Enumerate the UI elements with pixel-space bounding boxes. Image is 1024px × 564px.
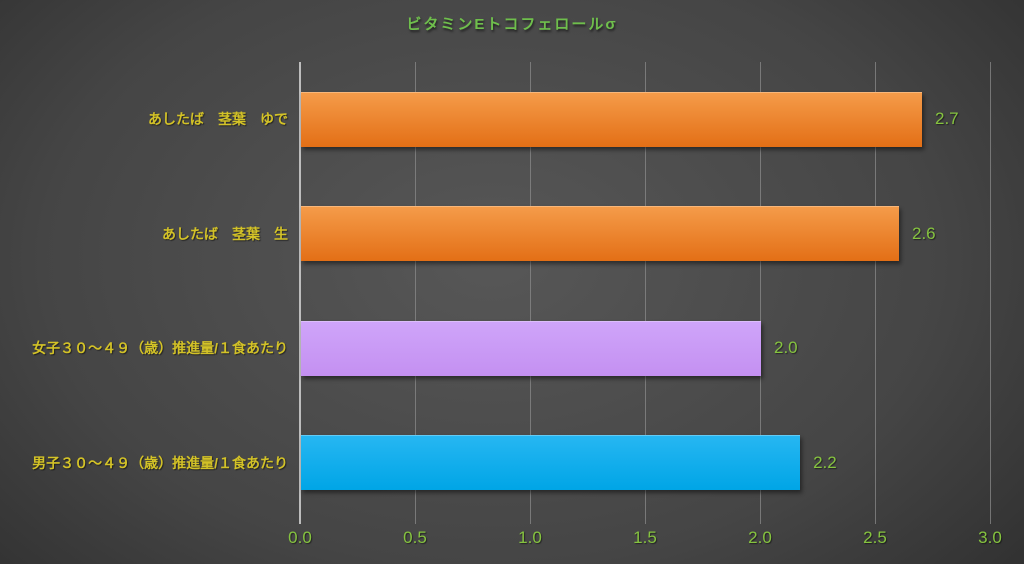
- data-label: 2.6: [912, 223, 936, 243]
- data-label: 2.0: [774, 338, 798, 358]
- gridline: [530, 62, 531, 524]
- gridline: [415, 62, 416, 524]
- y-axis-line: [299, 62, 301, 524]
- x-tick-label: 2.5: [863, 528, 887, 547]
- gridline: [875, 62, 876, 524]
- bar-row: 2.0: [301, 320, 1024, 376]
- gridline: [645, 62, 646, 524]
- category-axis: あしたば 茎葉 ゆで あしたば 茎葉 生 女子３０〜４９（歳）推進量/１食あたり…: [0, 62, 288, 520]
- bar-ashitaba-yude: [301, 91, 922, 147]
- chart-title: ビタミンEトコフェロールσ: [406, 16, 618, 33]
- x-axis: 0.0 0.5 1.0 1.5 2.0 2.5 3.0: [288, 528, 1002, 552]
- x-tick-label: 1.0: [518, 528, 542, 547]
- category-label: 女子３０〜４９（歳）推進量/１食あたり: [32, 340, 288, 357]
- bar-female-recommended: [301, 320, 761, 376]
- gridline: [760, 62, 761, 524]
- bar-row: 2.6: [301, 206, 1024, 262]
- category-label: あしたば 茎葉 生: [162, 225, 288, 242]
- x-tick-label: 2.0: [748, 528, 772, 547]
- bar-row: 2.7: [301, 91, 1024, 147]
- data-label: 2.2: [813, 452, 837, 472]
- category-label: あしたば 茎葉 ゆで: [148, 111, 288, 128]
- bar-row: 2.2: [301, 435, 1024, 491]
- x-tick-label: 3.0: [978, 528, 1002, 547]
- x-tick-label: 1.5: [633, 528, 657, 547]
- bar-ashitaba-nama: [301, 206, 899, 262]
- x-tick-label: 0.5: [403, 528, 427, 547]
- x-tick-label: 0.0: [288, 528, 312, 547]
- bar-male-recommended: [301, 435, 801, 491]
- gridline: [990, 62, 991, 524]
- plot-area: 2.7 2.6 2.0 2.2: [299, 62, 991, 524]
- category-label: 男子３０〜４９（歳）推進量/１食あたり: [32, 454, 288, 471]
- data-label: 2.7: [935, 109, 959, 129]
